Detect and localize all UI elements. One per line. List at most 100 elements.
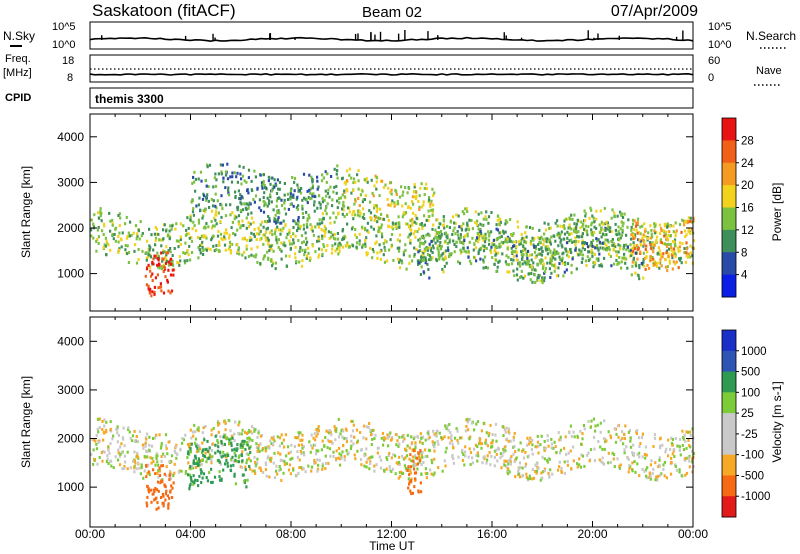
heatmap-cell	[388, 451, 391, 455]
heatmap-cell	[148, 473, 151, 477]
heatmap-cell	[207, 457, 210, 461]
heatmap-cell	[178, 263, 181, 267]
heatmap-cell	[627, 457, 630, 461]
heatmap-cell	[411, 491, 414, 495]
heatmap-cell	[453, 221, 456, 225]
heatmap-cell	[276, 218, 280, 221]
heatmap-cell	[561, 245, 564, 249]
heatmap-cell	[247, 255, 251, 258]
heatmap-cell	[628, 249, 631, 253]
heatmap-cell	[421, 227, 424, 230]
heatmap-cell	[293, 445, 296, 448]
heatmap-cell	[333, 220, 336, 224]
heatmap-cell	[668, 261, 671, 265]
heatmap-cell	[658, 223, 662, 227]
heatmap-cell	[562, 224, 566, 228]
heatmap-cell	[570, 213, 573, 217]
heatmap-cell	[157, 506, 160, 510]
heatmap-cell	[123, 465, 126, 468]
heatmap-cell	[436, 239, 439, 243]
heatmap-cell	[227, 247, 230, 251]
colorbar-tick-label: -100	[741, 450, 764, 462]
heatmap-cell	[482, 260, 485, 264]
heatmap-cell	[295, 436, 298, 440]
heatmap-cell	[379, 257, 382, 261]
heatmap-cell	[184, 433, 187, 437]
heatmap-cell	[213, 224, 216, 228]
heatmap-cell	[306, 219, 309, 223]
heatmap-cell	[120, 442, 123, 446]
heatmap-cell	[375, 210, 378, 213]
heatmap-cell	[96, 427, 99, 431]
heatmap-cell	[475, 259, 478, 263]
heatmap-cell	[304, 231, 307, 235]
heatmap-cell	[463, 463, 466, 467]
heatmap-cell	[137, 229, 140, 233]
heatmap-cell	[536, 276, 539, 280]
heatmap-cell	[598, 458, 601, 462]
heatmap-cell	[245, 202, 248, 206]
heatmap-cell	[117, 251, 120, 254]
heatmap-cell	[371, 455, 374, 459]
heatmap-cell	[118, 454, 121, 458]
heatmap-cell	[416, 259, 419, 263]
heatmap-cell	[334, 237, 337, 241]
heatmap-cell	[491, 256, 494, 260]
heatmap-cell	[673, 242, 676, 245]
heatmap-cell	[455, 213, 458, 217]
heatmap-cell	[284, 212, 288, 216]
heatmap-cell	[679, 256, 682, 260]
heatmap-cell	[667, 454, 670, 458]
heatmap-cell	[528, 439, 531, 442]
heatmap-cell	[137, 248, 140, 251]
heatmap-cell	[537, 444, 540, 448]
heatmap-cell	[230, 441, 233, 445]
heatmap-cell	[595, 237, 598, 241]
heatmap-cell	[369, 246, 372, 250]
heatmap-cell	[603, 206, 606, 210]
heatmap-cell	[592, 417, 596, 421]
heatmap-cell	[417, 250, 420, 254]
heatmap-cell	[256, 245, 259, 249]
heatmap-cell	[597, 440, 600, 443]
heatmap-cell	[590, 240, 593, 244]
heatmap-cell	[550, 235, 553, 239]
heatmap-cell	[184, 252, 187, 255]
heatmap-cell	[488, 232, 491, 236]
heatmap-cell	[673, 455, 676, 458]
heatmap-cell	[230, 434, 234, 438]
heatmap-cell	[358, 204, 361, 208]
heatmap-cell	[563, 270, 566, 274]
heatmap-cell	[133, 450, 136, 454]
heatmap-cell	[430, 208, 433, 212]
heatmap-cell	[135, 237, 138, 241]
heatmap-cell	[653, 263, 656, 267]
heatmap-cell	[540, 253, 544, 257]
heatmap-cell	[335, 449, 338, 453]
heatmap-cell	[247, 191, 250, 195]
heatmap-cell	[495, 270, 498, 273]
heatmap-cell	[280, 478, 283, 482]
heatmap-cell	[495, 223, 498, 227]
heatmap-cell	[474, 443, 477, 447]
heatmap-cell	[323, 198, 326, 202]
heatmap-cell	[395, 190, 398, 194]
heatmap-cell	[425, 259, 428, 263]
heatmap-cell	[487, 434, 490, 438]
heatmap-cell	[277, 238, 280, 242]
heatmap-cell	[287, 451, 290, 455]
heatmap-cell	[134, 461, 137, 465]
heatmap-cell	[473, 255, 476, 259]
heatmap-cell	[691, 449, 694, 453]
date-title: 07/Apr/2009	[611, 3, 698, 20]
heatmap-cell	[463, 249, 466, 253]
heatmap-cell	[98, 426, 101, 430]
heatmap-cell	[179, 242, 182, 246]
heatmap-cell	[364, 226, 367, 230]
heatmap-cell	[216, 439, 219, 443]
heatmap-cell	[413, 252, 416, 256]
heatmap-cell	[689, 433, 692, 437]
heatmap-cell	[343, 195, 346, 199]
heatmap-cell	[299, 224, 302, 228]
heatmap-cell	[689, 219, 692, 223]
